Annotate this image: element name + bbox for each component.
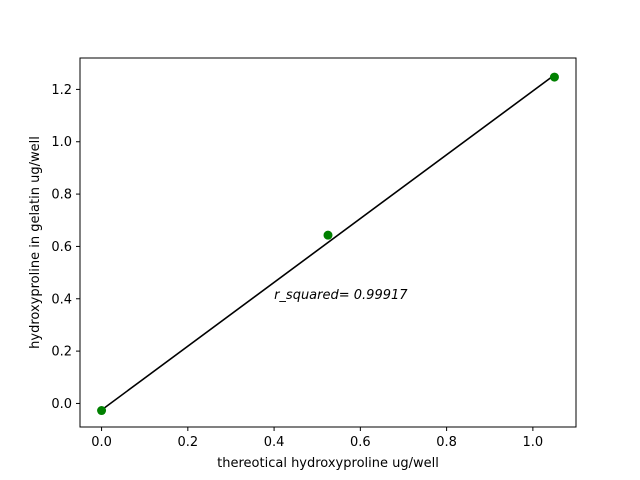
r-squared-annotation: r_squared= 0.99917: [274, 288, 408, 303]
data-point: [97, 406, 107, 416]
y-tick-label: 0.0: [51, 397, 72, 412]
y-tick-label: 1.0: [51, 135, 72, 150]
y-axis-label: hydroxyproline in gelatin ug/well: [28, 136, 43, 349]
axes-frame: [79, 57, 577, 428]
x-axis: 0.0 0.2 0.4 0.6 0.8 1.0: [91, 427, 543, 450]
x-tick-label: 0.8: [436, 435, 457, 450]
y-tick-label: 0.8: [51, 188, 72, 203]
x-tick-label: 0.2: [177, 435, 198, 450]
data-point: [549, 72, 559, 82]
y-tick-label: 0.4: [51, 292, 72, 307]
x-axis-label: thereotical hydroxyproline ug/well: [217, 456, 439, 471]
y-tick-label: 0.2: [51, 345, 72, 360]
fit-line: [101, 74, 555, 411]
y-tick-label: 1.2: [51, 83, 72, 98]
x-tick-label: 1.0: [523, 435, 544, 450]
y-axis: 0.0 0.2 0.4 0.6 0.8 1.0 1.2: [51, 83, 80, 412]
y-tick-label: 0.6: [51, 240, 72, 255]
x-tick-label: 0.4: [264, 435, 285, 450]
x-tick-label: 0.6: [350, 435, 371, 450]
x-tick-label: 0.0: [91, 435, 112, 450]
data-point: [323, 230, 333, 240]
plot-area: r_squared= 0.99917: [97, 72, 559, 416]
